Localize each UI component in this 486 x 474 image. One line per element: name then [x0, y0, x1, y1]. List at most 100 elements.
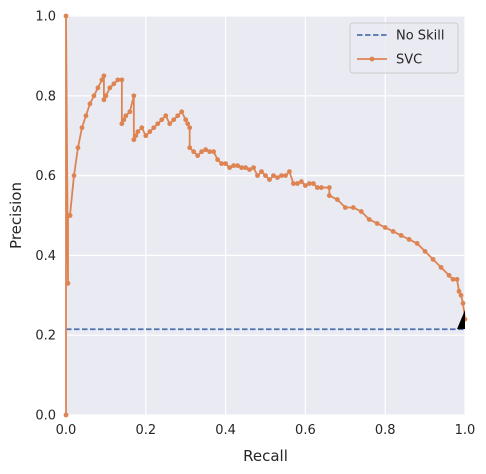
- y-tick-label: 0.0: [35, 409, 56, 424]
- svc-point: [163, 113, 169, 119]
- svc-point: [187, 145, 193, 151]
- svc-point: [243, 165, 248, 171]
- svc-point: [195, 153, 201, 159]
- svc-point: [235, 163, 240, 169]
- svc-point: [382, 225, 388, 230]
- svc-point: [251, 165, 256, 171]
- svc-point: [255, 173, 260, 179]
- svc-point: [185, 121, 191, 127]
- svc-point: [115, 77, 121, 83]
- svc-point: [199, 149, 205, 155]
- svc-point: [103, 93, 109, 99]
- svc-point: [460, 300, 466, 306]
- svc-point: [131, 137, 137, 143]
- svc-point: [458, 292, 464, 298]
- svc-point: [167, 121, 173, 127]
- svc-point: [287, 169, 292, 175]
- y-tick-label: 1.0: [35, 10, 56, 25]
- svc-point: [203, 147, 209, 153]
- svc-point: [63, 412, 69, 418]
- x-tick-label: 1.0: [455, 423, 476, 438]
- svc-point: [75, 145, 81, 151]
- svc-point: [171, 117, 177, 123]
- svc-point: [79, 125, 85, 131]
- svc-point: [101, 97, 107, 103]
- svc-point: [306, 181, 312, 186]
- plot-background: [66, 16, 465, 415]
- svc-point: [151, 125, 157, 131]
- svc-point: [271, 173, 276, 179]
- svc-point: [350, 205, 356, 210]
- svc-point: [131, 93, 137, 99]
- svc-point: [454, 276, 460, 282]
- svc-point: [303, 183, 308, 188]
- svc-point: [259, 169, 264, 175]
- svc-point: [342, 205, 348, 210]
- svc-point: [334, 197, 340, 202]
- svc-point: [299, 179, 304, 184]
- svc-point: [91, 93, 97, 99]
- svc-point: [318, 185, 324, 190]
- svc-point: [133, 133, 139, 139]
- svc-point: [239, 165, 244, 171]
- tick-labels: 0.0 0.2 0.4 0.6 0.8 1.0 0.0 0.2 0.4 0.6 0.8 1.0: [35, 10, 475, 439]
- x-tick-label: 0.2: [135, 423, 156, 438]
- svc-point: [456, 288, 462, 294]
- svc-point: [155, 121, 161, 127]
- svc-point: [406, 237, 412, 242]
- svc-point: [430, 256, 436, 262]
- svc-point: [175, 113, 181, 119]
- svc-point: [291, 181, 296, 186]
- svc-point: [71, 173, 77, 179]
- svc-point: [223, 161, 229, 167]
- svc-point: [267, 177, 272, 182]
- svc-point: [143, 133, 149, 139]
- svc-point: [326, 185, 332, 190]
- svc-point: [295, 181, 300, 186]
- x-tick-label: 0.6: [295, 423, 316, 438]
- svc-point: [87, 101, 93, 107]
- series-layer: [63, 13, 468, 418]
- legend-marker-svc: [369, 56, 375, 62]
- x-tick-label: 0.4: [215, 423, 236, 438]
- svc-point: [231, 163, 236, 169]
- svc-point: [123, 113, 129, 119]
- svc-point: [111, 81, 117, 87]
- svc-point: [107, 85, 113, 91]
- svc-point: [63, 13, 69, 19]
- svc-point: [398, 233, 404, 238]
- svc-point: [215, 157, 221, 163]
- svc-point: [326, 193, 332, 198]
- legend: No Skill SVC: [349, 22, 459, 74]
- svc-point: [446, 272, 452, 278]
- svc-point: [390, 229, 396, 234]
- svc-point: [101, 73, 107, 79]
- svc-point: [179, 109, 185, 115]
- svc-point: [119, 121, 125, 127]
- x-axis-label: Recall: [243, 447, 288, 465]
- svc-point: [247, 167, 252, 173]
- svc-point: [207, 149, 213, 155]
- svc-point: [147, 129, 153, 135]
- svc-point: [314, 185, 320, 190]
- svc-point: [159, 117, 165, 123]
- svc-point: [95, 85, 101, 91]
- svc-point: [67, 213, 73, 218]
- corner-marker: [457, 310, 465, 329]
- svc-point: [275, 175, 280, 180]
- svc-point: [414, 241, 420, 246]
- y-tick-label: 0.4: [35, 249, 56, 264]
- y-tick-label: 0.8: [35, 89, 56, 104]
- x-tick-label: 0.0: [56, 423, 77, 438]
- svc-point: [227, 165, 232, 171]
- legend-label-svc: SVC: [396, 53, 422, 68]
- svc-point: [135, 129, 141, 135]
- svc-point: [438, 264, 444, 270]
- svc-point: [422, 249, 428, 254]
- svc-point: [263, 173, 268, 179]
- legend-label-no-skill: No Skill: [396, 29, 444, 44]
- svc-point: [219, 161, 225, 167]
- svc-point: [374, 221, 380, 226]
- svc-point: [127, 109, 133, 115]
